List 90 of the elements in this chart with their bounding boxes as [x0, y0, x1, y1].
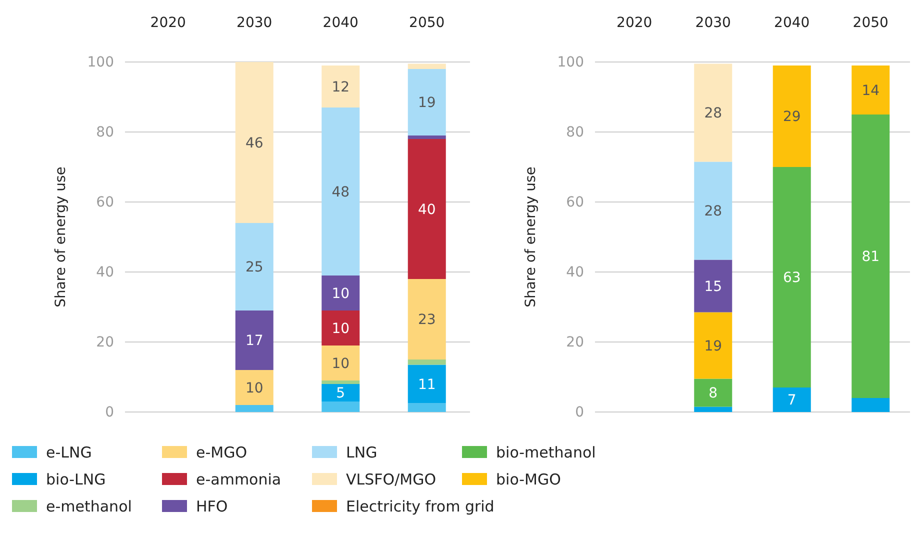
data-label: 10 — [332, 320, 350, 337]
bar — [408, 64, 446, 69]
legend-label: HFO — [196, 497, 228, 516]
data-label: 46 — [245, 135, 264, 152]
data-label: 17 — [245, 333, 264, 350]
bar — [235, 370, 274, 405]
data-label: 10 — [245, 380, 264, 396]
bar — [408, 139, 446, 279]
bar — [235, 310, 274, 370]
y-tick-label: 80 — [96, 124, 114, 140]
data-label: 10 — [332, 356, 350, 372]
data-label: 28 — [704, 204, 722, 220]
x-tick-label: 2050 — [852, 14, 888, 31]
data-label: 28 — [704, 106, 722, 122]
bar — [852, 398, 890, 412]
bar — [408, 69, 446, 136]
y-tick-label: 40 — [566, 264, 584, 280]
legend-label: e-ammonia — [196, 470, 282, 488]
bar — [322, 402, 360, 412]
x-tick-label: 2030 — [695, 14, 731, 31]
data-label: 25 — [245, 260, 264, 276]
bar — [694, 378, 732, 407]
bar — [322, 66, 360, 108]
data-label: 10 — [332, 286, 350, 302]
bar — [694, 312, 732, 379]
y-tick-label: 60 — [566, 194, 584, 210]
data-label: 63 — [782, 270, 801, 286]
data-label: 14 — [862, 82, 880, 99]
data-label: 81 — [862, 249, 880, 266]
data-label: 40 — [418, 202, 436, 218]
data-label: 5 — [336, 386, 346, 402]
bar — [694, 162, 732, 260]
bar — [408, 360, 446, 365]
legend-label: bio-LNG — [46, 470, 106, 488]
legend-label: Electricity from grid — [346, 497, 494, 516]
y-tick-label: 60 — [96, 194, 114, 210]
y-tick-label: 80 — [566, 124, 584, 140]
bar — [408, 364, 446, 404]
data-label: 7 — [787, 392, 796, 409]
bar — [235, 62, 274, 223]
data-label: 29 — [782, 109, 801, 126]
bar — [322, 346, 360, 380]
data-label: 11 — [418, 376, 436, 393]
y-tick-label: 100 — [87, 54, 114, 70]
legend-label: LNG — [346, 443, 378, 462]
bar — [694, 406, 732, 412]
y-tick-label: 100 — [557, 54, 584, 70]
legend-label: bio-methanol — [496, 443, 596, 462]
data-label: 8 — [708, 386, 718, 402]
bar — [235, 405, 274, 412]
bar — [852, 114, 890, 398]
legend-label: VLSFO/MGO — [346, 470, 436, 488]
x-tick-label: 2050 — [409, 14, 445, 31]
bar — [322, 108, 360, 276]
bar — [772, 167, 811, 388]
data-label: 48 — [332, 184, 350, 200]
y-tick-label: 20 — [566, 334, 584, 350]
bar — [408, 279, 446, 360]
y-tick-label: 20 — [96, 334, 114, 350]
bar — [322, 276, 360, 310]
bar — [322, 380, 360, 384]
data-label: 12 — [332, 79, 350, 96]
legend-label: e-LNG — [46, 443, 92, 462]
legend-label: e-methanol — [46, 497, 132, 516]
bar — [322, 384, 360, 402]
y-axis-title: Share of energy use — [53, 166, 69, 308]
data-label: 19 — [418, 95, 436, 112]
bar — [322, 310, 360, 346]
x-tick-label: 2040 — [322, 14, 358, 31]
x-tick-label: 2030 — [236, 14, 272, 31]
legend-label: bio-MGO — [496, 470, 561, 488]
x-tick-label: 2020 — [616, 14, 652, 31]
bar — [408, 136, 446, 139]
x-tick-label: 2020 — [150, 14, 186, 31]
bar — [694, 260, 732, 312]
y-tick-label: 40 — [96, 264, 114, 280]
legend-label: e-MGO — [196, 443, 248, 462]
bar — [852, 66, 890, 114]
x-tick-label: 2040 — [774, 14, 810, 31]
bar — [235, 223, 274, 310]
y-tick-label: 0 — [105, 404, 114, 420]
bar — [772, 66, 811, 167]
y-tick-label: 0 — [575, 404, 584, 420]
y-axis-title: Share of energy use — [523, 166, 539, 308]
bar — [694, 64, 732, 162]
data-label: 19 — [704, 338, 722, 354]
bar — [772, 388, 811, 412]
bar — [408, 403, 446, 412]
data-label: 15 — [704, 278, 722, 295]
data-label: 23 — [418, 312, 436, 328]
